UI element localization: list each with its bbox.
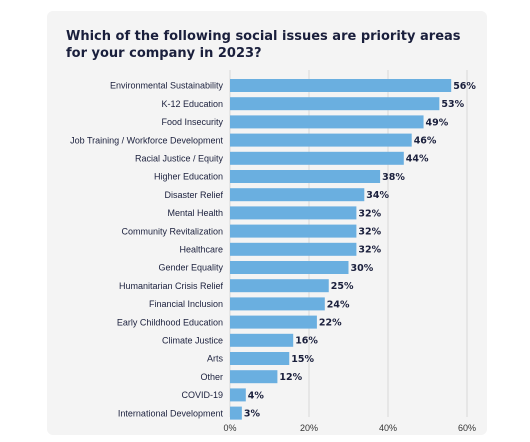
bar	[230, 388, 246, 402]
bar	[230, 352, 290, 365]
bars	[230, 79, 452, 420]
bar	[230, 97, 440, 111]
x-axis-ticks: 0% 20% 40% 60%	[223, 423, 476, 433]
value-label: 34%	[366, 190, 389, 201]
x-tick-label: 20%	[300, 423, 318, 433]
category-label: Environmental Sustainability	[110, 81, 224, 91]
value-label: 3%	[244, 409, 261, 420]
value-label: 38%	[382, 172, 405, 183]
bar	[230, 224, 357, 238]
category-label: Early Childhood Education	[117, 317, 223, 327]
bar	[230, 133, 412, 147]
bar	[230, 170, 381, 183]
bar	[230, 242, 357, 256]
category-label: Food Insecurity	[161, 117, 223, 127]
bar	[230, 279, 329, 293]
category-label: Mental Health	[167, 208, 223, 218]
chart-title: Which of the following social issues are…	[66, 29, 461, 61]
category-label: COVID-19	[181, 390, 223, 400]
value-label: 15%	[291, 354, 314, 365]
bar	[230, 115, 424, 129]
value-label: 24%	[327, 299, 350, 310]
bar	[230, 315, 317, 329]
category-label: Other	[200, 372, 223, 382]
value-label: 56%	[453, 81, 476, 92]
category-label: Climate Justice	[162, 336, 223, 346]
value-label: 16%	[295, 336, 318, 347]
bar	[230, 151, 404, 165]
category-label: Gender Equality	[158, 263, 223, 273]
category-label: Disaster Relief	[164, 190, 223, 200]
value-label: 32%	[358, 208, 381, 219]
category-labels: Environmental Sustainability K-12 Educati…	[70, 81, 223, 419]
value-label: 4%	[248, 390, 265, 401]
bar	[230, 406, 242, 420]
bar	[230, 188, 365, 202]
x-tick-label: 40%	[379, 423, 397, 433]
x-tick-label: 0%	[223, 423, 236, 433]
category-label: International Development	[118, 408, 224, 418]
bar	[230, 261, 349, 274]
x-tick-label: 60%	[458, 423, 476, 433]
category-label: Humanitarian Crisis Relief	[119, 281, 224, 291]
value-label: 49%	[426, 117, 449, 128]
value-label: 22%	[319, 318, 342, 329]
category-label: Healthcare	[179, 245, 223, 255]
bar	[230, 297, 325, 311]
value-label: 12%	[279, 372, 302, 383]
bar	[230, 79, 452, 92]
value-label: 44%	[406, 154, 429, 165]
category-label: K-12 Education	[161, 99, 223, 109]
bar	[230, 206, 357, 220]
value-label: 32%	[358, 227, 381, 238]
value-label: 32%	[358, 245, 381, 256]
category-label: Community Revitalization	[121, 226, 223, 236]
category-label: Arts	[207, 354, 224, 364]
bar	[230, 333, 294, 347]
category-label: Racial Justice / Equity	[135, 154, 224, 164]
value-label: 25%	[331, 281, 354, 292]
value-label: 46%	[414, 136, 437, 147]
category-label: Higher Education	[154, 172, 223, 182]
value-label: 30%	[351, 263, 374, 274]
bar	[230, 370, 278, 384]
value-labels: 56% 53% 49% 46% 44%38% 34% 32% 32% 32% 30% 25% 24% 2…	[244, 81, 477, 420]
category-label: Job Training / Workforce Development	[70, 135, 223, 145]
category-label: Financial Inclusion	[149, 299, 223, 309]
value-label: 53%	[441, 99, 464, 110]
